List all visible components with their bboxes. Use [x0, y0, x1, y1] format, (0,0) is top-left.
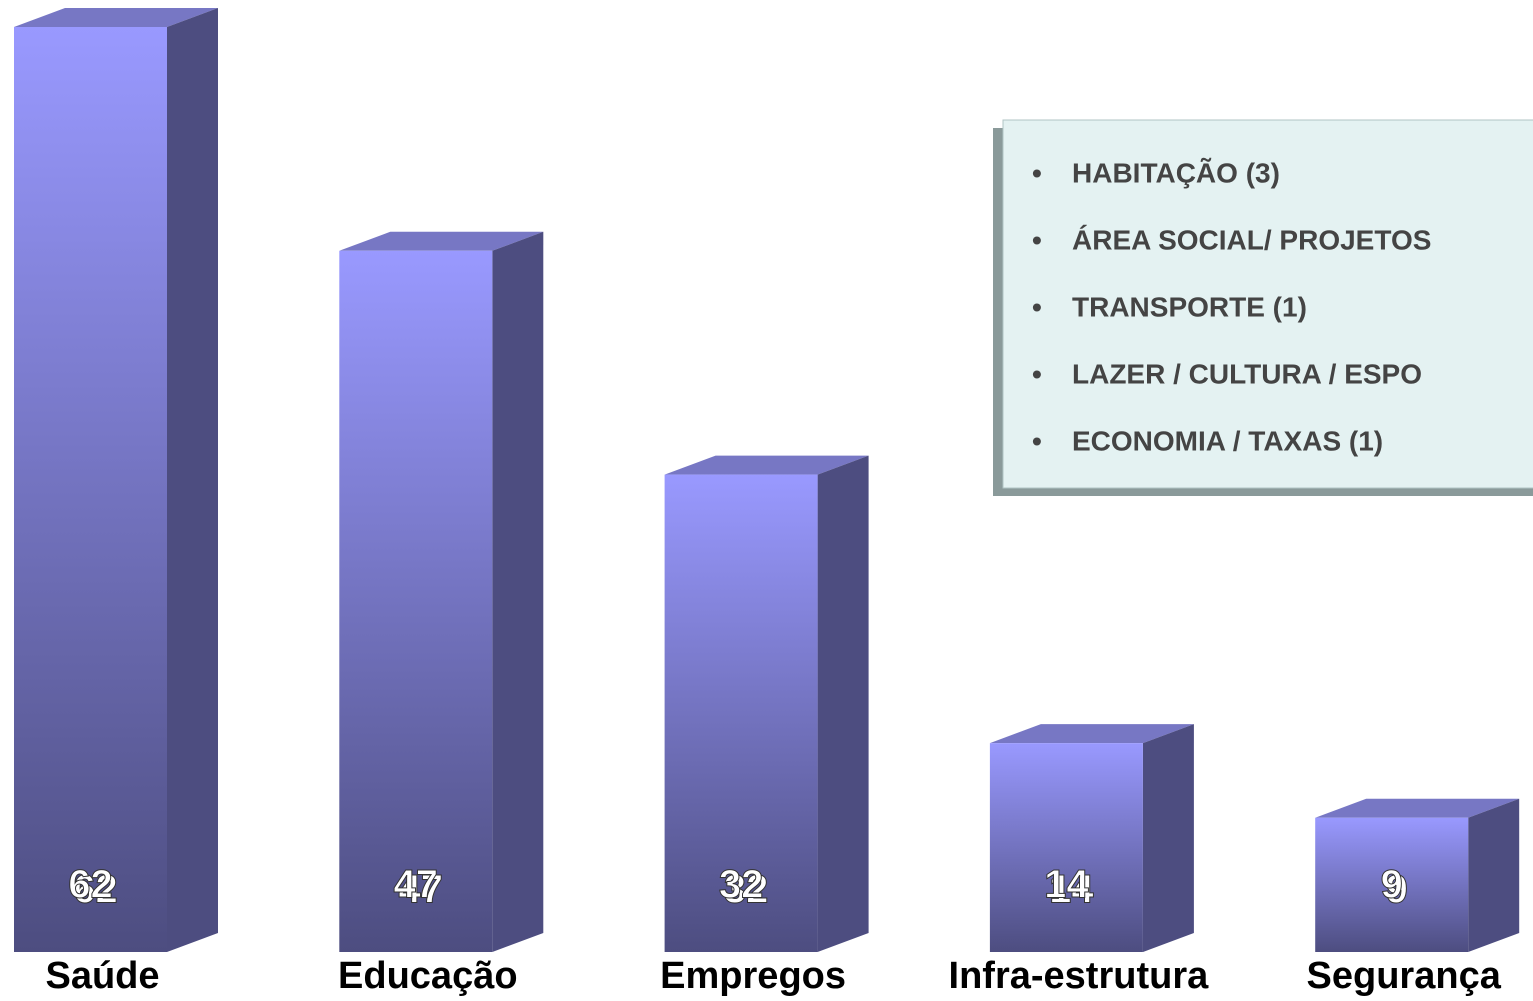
category-label: Empregos — [660, 955, 846, 997]
value-label: 9 — [1386, 868, 1408, 912]
bar-side — [167, 8, 218, 952]
note: TRANSPORTE (1) — [1072, 291, 1307, 322]
value-label: 32 — [719, 863, 764, 907]
bar-side — [1468, 798, 1520, 952]
bar-side — [492, 231, 544, 952]
value-label: 14 — [1049, 868, 1094, 912]
value-label: 62 — [68, 863, 113, 907]
note: LAZER / CULTURA / ESPO — [1072, 358, 1422, 389]
category-label: Segurança — [1307, 955, 1502, 997]
value-label: 32 — [724, 868, 769, 912]
bar — [664, 455, 869, 952]
bar-top — [339, 231, 544, 251]
bar — [1315, 798, 1520, 952]
bar-front — [339, 250, 493, 952]
notes-box — [993, 119, 1533, 496]
value-label: 47 — [399, 868, 444, 912]
value-label: 62 — [73, 868, 118, 912]
value-label: 9 — [1381, 863, 1403, 907]
bar — [14, 8, 218, 952]
note: ÁREA SOCIAL/ PROJETOS — [1072, 224, 1431, 255]
bullet: • — [1032, 358, 1042, 389]
bar-front — [989, 743, 1143, 952]
bar — [339, 231, 544, 952]
bar-front — [14, 27, 167, 952]
bar-front — [664, 474, 818, 952]
bullet: • — [1032, 224, 1042, 255]
bar — [989, 724, 1194, 952]
note: HABITAÇÃO (3) — [1072, 157, 1280, 188]
bar-side — [1142, 724, 1194, 952]
bar-side — [817, 455, 869, 952]
value-label: 14 — [1044, 863, 1089, 907]
category-label: Saúde — [45, 955, 159, 997]
bar-top — [14, 8, 218, 27]
bar-front — [1315, 817, 1469, 952]
bullet: • — [1032, 157, 1042, 188]
note: ECONOMIA / TAXAS (1) — [1072, 425, 1383, 456]
bar-top — [664, 455, 869, 475]
category-label: Educação — [338, 955, 518, 997]
bullet: • — [1032, 425, 1042, 456]
category-label: Infra-estrutura — [949, 955, 1210, 997]
bullet: • — [1032, 291, 1042, 322]
notes-panel — [1002, 119, 1533, 489]
bar-top — [1315, 798, 1520, 818]
value-label: 47 — [394, 863, 439, 907]
bar-top — [989, 724, 1194, 744]
